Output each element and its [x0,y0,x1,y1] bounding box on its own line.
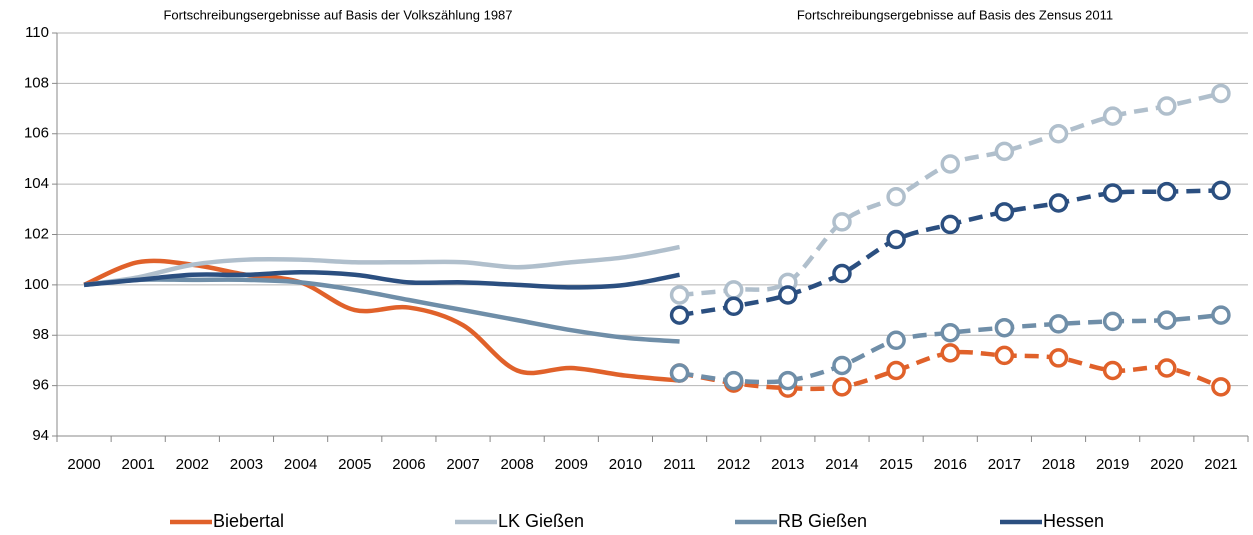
marker [1211,377,1231,397]
x-tick-label: 2003 [230,456,263,473]
legend-label: RB Gießen [778,511,867,531]
line [83,270,680,290]
dashed-line [679,91,1222,298]
y-tick-label: 100 [24,276,49,293]
marker [669,363,690,383]
dashed-line [679,188,1221,318]
marker [994,345,1015,366]
legend-label: Hessen [1043,511,1104,531]
x-tick-label: 2009 [555,456,588,473]
marker [940,154,960,174]
marker [723,280,744,300]
marker [832,263,852,284]
marker [940,343,960,363]
marker [1102,311,1123,332]
marker [1048,314,1069,334]
marker [994,317,1015,338]
marker [832,355,852,376]
legend-label: Biebertal [213,511,284,531]
x-tick-label: 2002 [176,456,209,473]
x-tick-label: 2015 [879,456,912,473]
x-tick-label: 2001 [122,456,155,473]
marker [940,214,960,235]
x-tick-label: 2019 [1096,456,1129,473]
marker [1211,305,1231,325]
x-tick-label: 2004 [284,456,317,473]
y-tick-label: 98 [32,326,49,343]
x-tick-label: 2020 [1150,456,1183,473]
dashed-line [679,312,1222,385]
marker [723,370,744,391]
marker [1211,180,1231,201]
x-tick-label: 2016 [934,456,967,473]
legend-label: LK Gießen [498,511,584,531]
marker [940,322,960,343]
x-tick-label: 2021 [1204,456,1237,473]
marker [886,229,906,250]
x-tick-label: 2000 [67,456,100,473]
marker [1048,193,1069,213]
y-tick-label: 110 [25,24,49,41]
marker [1157,181,1177,202]
marker [1102,183,1123,203]
marker [994,141,1015,162]
marker [1048,124,1069,144]
x-tick-label: 2018 [1042,456,1075,473]
marker [832,212,852,232]
x-tick-label: 2005 [338,456,371,473]
marker [1211,83,1231,104]
marker [832,377,852,397]
y-tick-label: 94 [32,427,49,444]
marker [886,330,906,351]
line [83,277,680,344]
y-tick-label: 96 [32,377,49,394]
x-tick-label: 2006 [392,456,425,473]
annotation: Fortschreibungsergebnisse auf Basis des … [797,7,1113,22]
marker [669,305,690,325]
marker [1102,360,1123,381]
x-tick-label: 2007 [446,456,479,473]
marker [886,186,906,207]
line [83,244,680,288]
marker [1048,348,1069,368]
y-tick-label: 104 [24,175,49,192]
marker [778,370,798,391]
marker [1157,310,1177,330]
x-tick-label: 2013 [771,456,804,473]
y-tick-label: 106 [24,125,49,142]
marker [886,360,906,381]
y-tick-label: 108 [24,74,49,91]
marker [994,202,1015,222]
marker [1102,106,1123,126]
x-tick-label: 2008 [500,456,533,473]
marker [1157,96,1177,116]
marker [1157,358,1177,378]
x-tick-label: 2012 [717,456,750,473]
marker [669,285,690,305]
marker [778,285,798,305]
x-tick-label: 2010 [609,456,642,473]
x-tick-label: 2014 [825,456,858,473]
x-tick-label: 2011 [663,456,695,473]
marker [723,296,744,317]
x-tick-label: 2017 [988,456,1021,473]
y-tick-label: 102 [24,225,49,242]
annotation: Fortschreibungsergebnisse auf Basis der … [163,7,512,22]
